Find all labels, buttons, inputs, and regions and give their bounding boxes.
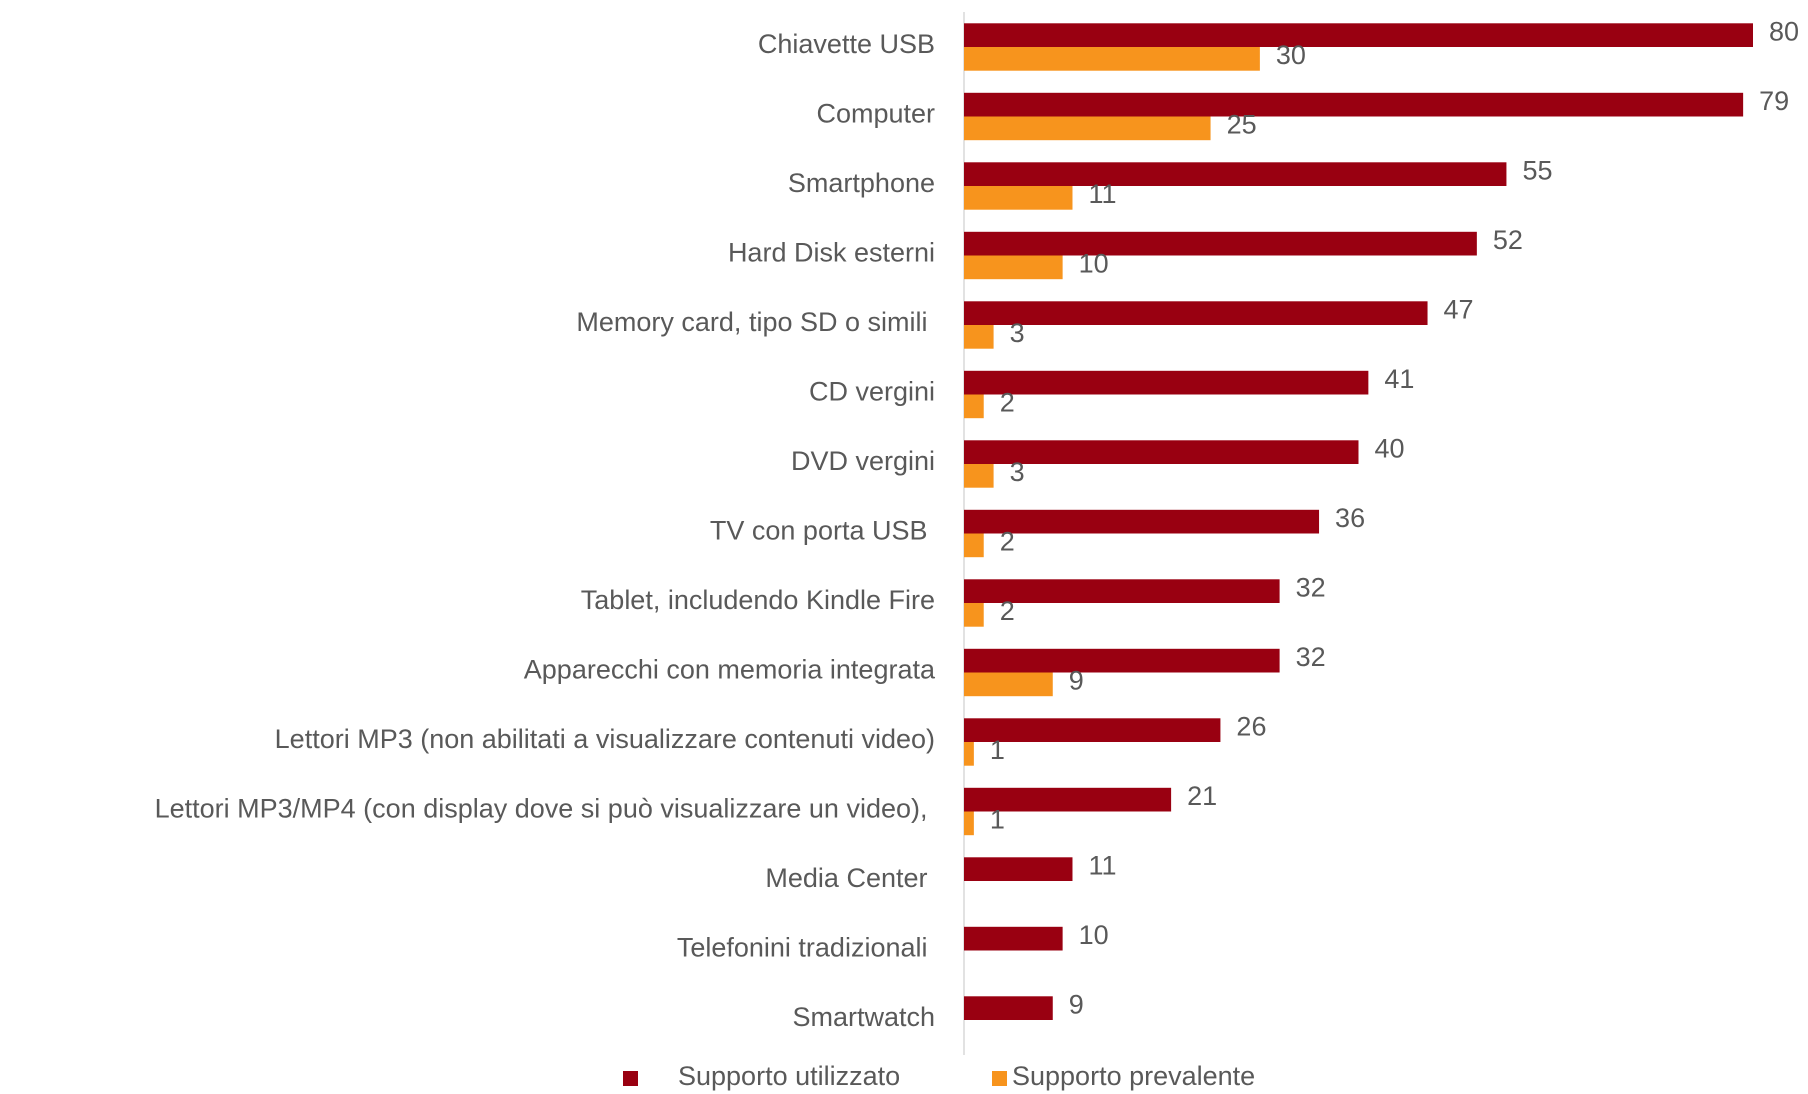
bar xyxy=(964,787,1172,812)
value-label: 10 xyxy=(1079,920,1109,950)
legend-label: Supporto utilizzato xyxy=(678,1061,900,1091)
bar xyxy=(964,857,1073,881)
legend-label: Supporto prevalente xyxy=(1012,1061,1255,1091)
category-label: Computer xyxy=(816,99,935,129)
category-label: DVD vergini xyxy=(791,446,935,476)
bar xyxy=(964,92,1744,117)
category-label: TV con porta USB xyxy=(710,516,935,546)
value-label: 2 xyxy=(1000,387,1015,417)
category-label: Memory card, tipo SD o simili xyxy=(576,307,935,337)
bar xyxy=(964,464,994,488)
value-label: 36 xyxy=(1335,503,1365,533)
bar xyxy=(964,301,1428,325)
category-label: Smartwatch xyxy=(792,1002,935,1032)
value-label: 2 xyxy=(1000,596,1015,626)
category-label: Chiavette USB xyxy=(758,29,935,59)
value-label: 1 xyxy=(990,804,1005,834)
value-label: 10 xyxy=(1079,248,1109,278)
bar xyxy=(964,186,1073,210)
bar xyxy=(964,440,1359,464)
category-label: Lettori MP3 (non abilitati a visualizzar… xyxy=(275,724,935,754)
bar xyxy=(964,672,1053,697)
bar xyxy=(964,23,1753,47)
category-label: Apparecchi con memoria integrata xyxy=(524,655,936,685)
value-label: 11 xyxy=(1088,850,1116,880)
value-label: 2 xyxy=(1000,526,1015,556)
bar xyxy=(964,718,1221,742)
value-label: 9 xyxy=(1069,989,1084,1019)
legend-swatch xyxy=(623,1071,638,1086)
value-label: 52 xyxy=(1493,225,1523,255)
bar xyxy=(964,926,1063,951)
value-label: 21 xyxy=(1187,781,1217,811)
value-label: 55 xyxy=(1522,155,1552,185)
bar xyxy=(964,231,1477,256)
category-label: Smartphone xyxy=(788,168,935,198)
value-label: 30 xyxy=(1276,40,1306,70)
bar xyxy=(964,47,1260,71)
category-label: Media Center xyxy=(765,863,935,893)
value-label: 47 xyxy=(1444,294,1474,324)
bar xyxy=(964,116,1211,141)
category-label: Telefonini tradizionali xyxy=(677,933,935,963)
bar xyxy=(964,811,974,836)
bar xyxy=(964,162,1507,186)
category-label: CD vergini xyxy=(809,377,935,407)
category-label: Hard Disk esterni xyxy=(728,238,935,268)
value-label: 40 xyxy=(1375,433,1405,463)
value-label: 26 xyxy=(1236,711,1266,741)
legend-swatch xyxy=(992,1071,1007,1086)
value-label: 79 xyxy=(1759,86,1789,116)
bar xyxy=(964,996,1053,1020)
value-label: 9 xyxy=(1069,665,1084,695)
value-label: 3 xyxy=(1010,457,1025,487)
bar xyxy=(964,325,994,349)
value-label: 32 xyxy=(1296,642,1326,672)
value-label: 32 xyxy=(1296,572,1326,602)
value-label: 1 xyxy=(990,735,1005,765)
value-label: 11 xyxy=(1088,179,1116,209)
bar xyxy=(964,255,1063,280)
value-label: 41 xyxy=(1384,364,1414,394)
category-label: Tablet, includendo Kindle Fire xyxy=(581,585,935,615)
bar xyxy=(964,742,974,766)
bar xyxy=(964,648,1280,673)
bar xyxy=(964,370,1369,395)
value-label: 3 xyxy=(1010,318,1025,348)
bar xyxy=(964,509,1320,534)
bar xyxy=(964,394,984,419)
value-label: 25 xyxy=(1227,109,1257,139)
value-label: 80 xyxy=(1769,16,1799,46)
category-label: Lettori MP3/MP4 (con display dove si può… xyxy=(155,794,935,824)
bar xyxy=(964,603,984,627)
bar xyxy=(964,579,1280,603)
bar xyxy=(964,533,984,558)
